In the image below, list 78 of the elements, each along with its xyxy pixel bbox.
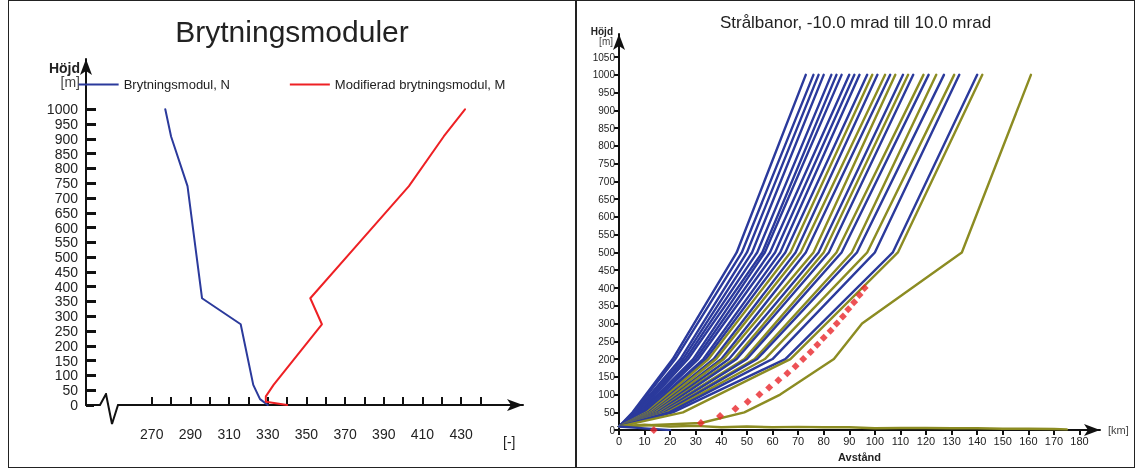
y-tick-label: 950 bbox=[598, 87, 616, 99]
y-tick-label: 600 bbox=[598, 211, 616, 223]
y-tick-label: 700 bbox=[598, 175, 616, 187]
x-tick-label: 10 bbox=[638, 434, 651, 447]
x-tick-label: 60 bbox=[766, 434, 779, 447]
y-tick-label: 200 bbox=[598, 353, 616, 365]
x-tick-label: 310 bbox=[217, 426, 241, 442]
x-tick-label: 120 bbox=[916, 434, 936, 447]
x-tick-label: 150 bbox=[993, 434, 1012, 447]
y-tick-label: 500 bbox=[598, 246, 616, 258]
x-tick-label: 160 bbox=[1019, 434, 1038, 447]
x-tick-label: 110 bbox=[891, 434, 910, 447]
text: [km] bbox=[1108, 423, 1129, 436]
y-axis-title: Höjd [m] bbox=[590, 25, 614, 47]
y-tick-label: 300 bbox=[598, 318, 616, 330]
y-tick-label: 950 bbox=[54, 116, 79, 133]
x-tick-label: 390 bbox=[372, 426, 396, 442]
x-tick-label: 80 bbox=[817, 434, 830, 447]
y-tick-label: 650 bbox=[598, 193, 616, 205]
x-tick-label: 30 bbox=[689, 434, 702, 447]
x-tick-label: 270 bbox=[140, 426, 164, 442]
x-axis-title: Avstånd bbox=[838, 450, 881, 463]
x-tick-label: 430 bbox=[449, 426, 474, 442]
x-tick-label: 170 bbox=[1044, 434, 1064, 447]
y-tick-label: 450 bbox=[54, 263, 79, 280]
y-tick-label: 350 bbox=[598, 300, 616, 312]
x-tick-label: 330 bbox=[256, 426, 280, 442]
legend-label: Brytningsmodul, N bbox=[123, 77, 230, 92]
x-tick-label: 100 bbox=[865, 434, 885, 447]
y-tick-label: 1000 bbox=[46, 101, 79, 118]
y-tick-label: 1050 bbox=[592, 51, 616, 63]
y-tick-label: 250 bbox=[54, 323, 79, 340]
x-tick-label: 50 bbox=[740, 434, 754, 447]
y-tick-label: 50 bbox=[62, 382, 79, 399]
chart-title: Brytningsmoduler bbox=[175, 14, 409, 48]
y-tick-label: 400 bbox=[598, 282, 616, 294]
y-tick-label: 750 bbox=[54, 175, 79, 192]
x-tick-label: 180 bbox=[1070, 434, 1089, 447]
y-tick-label: 50 bbox=[603, 406, 616, 418]
y-tick-label: 200 bbox=[54, 337, 79, 354]
y-tick-label: 850 bbox=[54, 145, 79, 162]
x-tick-label: 410 bbox=[410, 426, 435, 442]
y-tick-label: 600 bbox=[54, 219, 79, 236]
y-tick-label: 800 bbox=[54, 160, 79, 177]
x-tick-label: 20 bbox=[664, 434, 677, 447]
y-tick-label: 350 bbox=[54, 293, 79, 310]
y-tick-label: 900 bbox=[54, 130, 79, 147]
x-tick-label: 70 bbox=[791, 434, 805, 447]
y-tick-label: 650 bbox=[54, 204, 79, 221]
y-tick-label: 0 bbox=[70, 397, 79, 413]
y-tick-label: 150 bbox=[54, 352, 79, 369]
y-tick-label: 500 bbox=[54, 249, 79, 266]
x-tick-label: 40 bbox=[715, 434, 728, 447]
x-tick-label: 290 bbox=[178, 426, 203, 442]
y-tick-label: 1000 bbox=[592, 69, 616, 81]
y-tick-label: 100 bbox=[598, 389, 616, 401]
y-tick-label: 300 bbox=[54, 308, 79, 325]
y-tick-label: 700 bbox=[54, 189, 79, 206]
y-tick-label: 550 bbox=[54, 234, 79, 251]
y-tick-label: 900 bbox=[598, 104, 616, 116]
y-tick-label: 850 bbox=[598, 122, 616, 134]
y-tick-label: 100 bbox=[54, 367, 79, 384]
x-tick-label: 140 bbox=[968, 434, 987, 447]
x-axis-title: [-] bbox=[503, 434, 516, 450]
x-tick-label: 350 bbox=[294, 426, 319, 442]
y-axis-title: Höjd [m] bbox=[48, 60, 80, 90]
y-tick-label: 150 bbox=[598, 371, 616, 383]
x-tick-label: 370 bbox=[333, 426, 357, 442]
y-tick-label: 400 bbox=[54, 278, 79, 295]
y-tick-label: 450 bbox=[598, 264, 616, 276]
y-tick-label: 550 bbox=[598, 229, 616, 241]
legend-label: Modifierad brytningsmodul, M bbox=[334, 77, 506, 92]
y-tick-label: 750 bbox=[598, 158, 616, 170]
x-tick-label: 130 bbox=[942, 434, 961, 447]
x-tick-label: 90 bbox=[843, 434, 856, 447]
y-tick-label: 250 bbox=[598, 335, 616, 347]
chart-title: Strålbanor, -10.0 mrad till 10.0 mrad bbox=[719, 13, 992, 32]
y-tick-label: 800 bbox=[598, 140, 616, 152]
